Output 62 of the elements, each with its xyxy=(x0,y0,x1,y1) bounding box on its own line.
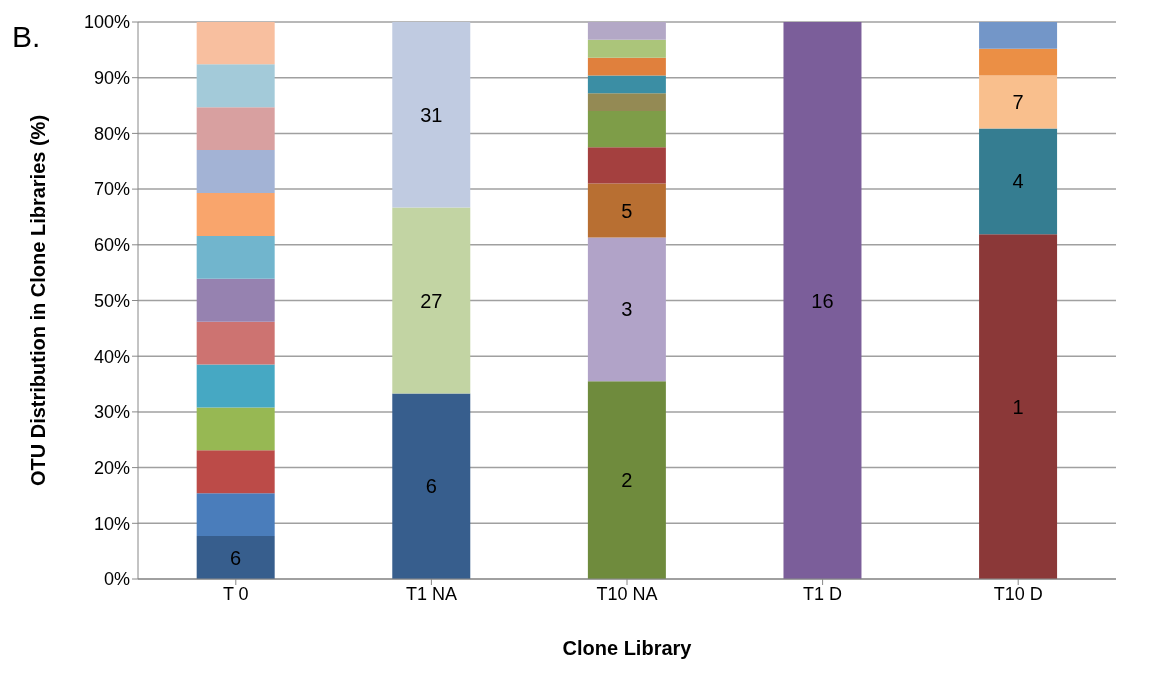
y-tick-label: 80% xyxy=(93,123,130,144)
y-tick-label: 70% xyxy=(93,179,130,200)
bar xyxy=(196,536,275,579)
bar xyxy=(392,22,471,208)
series-label: 2 xyxy=(621,469,633,492)
y-tick-label: 60% xyxy=(93,235,130,256)
y-tick-label: 50% xyxy=(93,290,130,311)
y-tick-label: 10% xyxy=(93,513,130,534)
bar xyxy=(196,64,275,108)
bar xyxy=(196,321,275,365)
y-tick-label: 30% xyxy=(93,402,130,423)
bar xyxy=(196,450,275,494)
y-tick-label: 20% xyxy=(93,457,130,478)
x-tick-label: T 0 xyxy=(222,583,249,604)
series-label: 3 xyxy=(621,298,633,321)
bar xyxy=(196,22,275,65)
bar xyxy=(196,278,275,322)
series-label: 4 xyxy=(1012,170,1024,193)
series-label: 27 xyxy=(420,289,443,312)
bar xyxy=(587,147,666,184)
x-tick-label: T10 D xyxy=(993,583,1043,604)
text: 6 xyxy=(425,475,437,498)
bar xyxy=(196,193,275,236)
bar xyxy=(979,128,1058,235)
bar xyxy=(979,75,1058,129)
bar xyxy=(979,234,1058,579)
bar xyxy=(587,75,666,94)
bar xyxy=(392,207,471,394)
series-label: 1 xyxy=(1012,395,1024,418)
bar xyxy=(979,22,1058,49)
series-label: 31 xyxy=(420,103,443,126)
bar xyxy=(587,183,666,238)
bar xyxy=(392,393,471,579)
y-tick-label: 40% xyxy=(93,346,130,367)
series-label: 6 xyxy=(230,546,242,569)
x-axis-title: Clone Library xyxy=(562,637,693,659)
bar xyxy=(196,235,275,279)
series-label: 7 xyxy=(1012,90,1024,113)
x-tick-label: T1 D xyxy=(803,583,843,604)
x-tick-label: T1 NA xyxy=(405,583,457,604)
bar xyxy=(587,93,666,112)
y-tick-label: 0% xyxy=(103,569,130,590)
y-tick-label: 100% xyxy=(83,12,130,33)
bar xyxy=(979,48,1058,76)
y-axis-title: OTU Distribution in Clone Libraries (%) xyxy=(27,114,50,487)
series-label: 5 xyxy=(621,199,633,222)
bar xyxy=(196,493,275,537)
bar xyxy=(587,22,666,40)
bar xyxy=(783,22,862,579)
bar xyxy=(587,237,666,382)
bar xyxy=(196,407,275,451)
bar xyxy=(196,150,275,193)
bar xyxy=(587,57,666,76)
text: B. xyxy=(12,20,41,54)
x-tick-label: T10 NA xyxy=(596,583,658,604)
bar xyxy=(196,107,275,151)
bar xyxy=(587,111,666,148)
bar xyxy=(587,381,666,579)
bar xyxy=(196,364,275,408)
y-tick-label: 90% xyxy=(93,68,130,89)
series-label: 16 xyxy=(811,289,834,312)
bar xyxy=(587,39,666,58)
